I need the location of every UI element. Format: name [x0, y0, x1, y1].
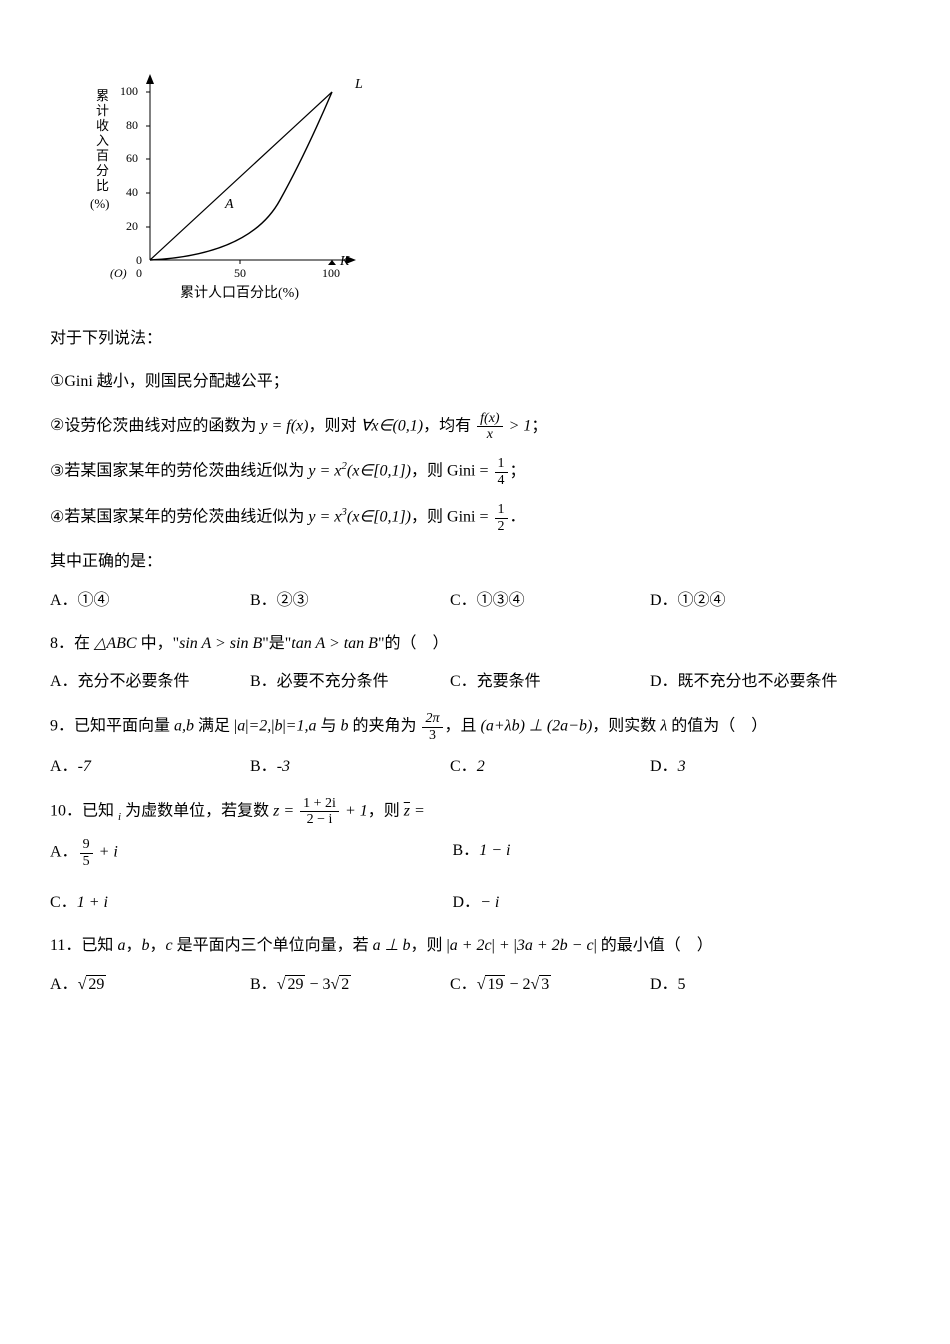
xtick-100: 100	[322, 266, 340, 280]
q7-opt-C: C．①③④	[450, 587, 630, 616]
ytick-80: 80	[126, 118, 138, 132]
q9: 9．已知平面向量 a,b 满足 |a|=2,|b|=1,a 与 b 的夹角为 2…	[50, 711, 900, 743]
ytick-20: 20	[126, 219, 138, 233]
point-A: A	[224, 197, 234, 212]
svg-text:0: 0	[136, 266, 142, 280]
q10: 10．已知 i 为虚数单位，若复数 z = 1 + 2i2 − i + 1，则 …	[50, 796, 900, 828]
svg-text:入: 入	[96, 133, 109, 148]
q11-options: A．29 B．29 − 32 C．19 − 23 D．5	[50, 971, 900, 1000]
q7-opt-B: B．②③	[250, 587, 430, 616]
q9-opt-B: B．-3	[250, 753, 430, 782]
xtick-50: 50	[234, 266, 246, 280]
lorenz-chart: 累 计 收 入 百 分 比 (%) 100 80 60 40 20 0 (O) …	[80, 60, 900, 305]
q10-opt-A: A．95 + i	[50, 837, 433, 869]
svg-text:比: 比	[96, 178, 109, 193]
ytick-0: 0	[136, 253, 142, 267]
correct-prompt: 其中正确的是：	[50, 548, 900, 577]
q10-opt-B: B．1 − i	[453, 837, 836, 869]
statement-4: ④若某国家某年的劳伦茨曲线近似为 y = x3(x∈[0,1])，则 Gini …	[50, 502, 900, 534]
origin-label: (O)	[110, 266, 127, 280]
q10-options: A．95 + i B．1 − i C．1 + i D．− i	[50, 837, 900, 918]
q8-options: A．充分不必要条件 B．必要不充分条件 C．充要条件 D．既不充分也不必要条件	[50, 668, 900, 697]
q10-opt-D: D．− i	[453, 889, 836, 918]
q11-opt-C: C．19 − 23	[450, 971, 630, 1000]
q8: 8．在 △ABC 中，"sin A > sin B"是"tan A > tan …	[50, 630, 900, 659]
q8-opt-D: D．既不充分也不必要条件	[650, 668, 838, 697]
q11-opt-B: B．29 − 32	[250, 971, 430, 1000]
q8-opt-C: C．充要条件	[450, 668, 630, 697]
q11-opt-A: A．29	[50, 971, 230, 1000]
ytick-40: 40	[126, 185, 138, 199]
svg-text:收: 收	[96, 118, 109, 133]
svg-text:(%): (%)	[90, 196, 110, 211]
q7-opt-D: D．①②④	[650, 587, 830, 616]
statement-1: ①Gini 越小，则国民分配越公平；	[50, 368, 900, 397]
q9-opt-C: C．2	[450, 753, 630, 782]
q8-opt-B: B．必要不充分条件	[250, 668, 430, 697]
point-K: K	[339, 254, 350, 269]
q7-opt-A: A．①④	[50, 587, 230, 616]
ytick-60: 60	[126, 151, 138, 165]
statement-3: ③若某国家某年的劳伦茨曲线近似为 y = x2(x∈[0,1])，则 Gini …	[50, 456, 900, 488]
ytick-100: 100	[120, 84, 138, 98]
q9-opt-A: A．-7	[50, 753, 230, 782]
svg-text:百: 百	[96, 148, 109, 163]
statement-2: ②设劳伦茨曲线对应的函数为 y = f(x)，则对 ∀x∈(0,1)，均有 f(…	[50, 411, 900, 443]
svg-text:计: 计	[96, 103, 109, 118]
q9-opt-D: D．3	[650, 753, 830, 782]
y-axis-label: 累	[96, 88, 109, 103]
intro-text: 对于下列说法：	[50, 325, 900, 354]
chart-svg: 累 计 收 入 百 分 比 (%) 100 80 60 40 20 0 (O) …	[80, 60, 380, 305]
q9-options: A．-7 B．-3 C．2 D．3	[50, 753, 900, 782]
q8-opt-A: A．充分不必要条件	[50, 668, 230, 697]
q7-options: A．①④ B．②③ C．①③④ D．①②④	[50, 587, 900, 616]
x-axis-label: 累计人口百分比(%)	[180, 285, 299, 301]
q11-opt-D: D．5	[650, 971, 830, 1000]
svg-text:分: 分	[96, 163, 109, 178]
q11: 11．已知 a，b，c 是平面内三个单位向量，若 a ⊥ b，则 |a + 2c…	[50, 932, 900, 961]
q10-opt-C: C．1 + i	[50, 889, 433, 918]
point-L: L	[354, 77, 363, 92]
